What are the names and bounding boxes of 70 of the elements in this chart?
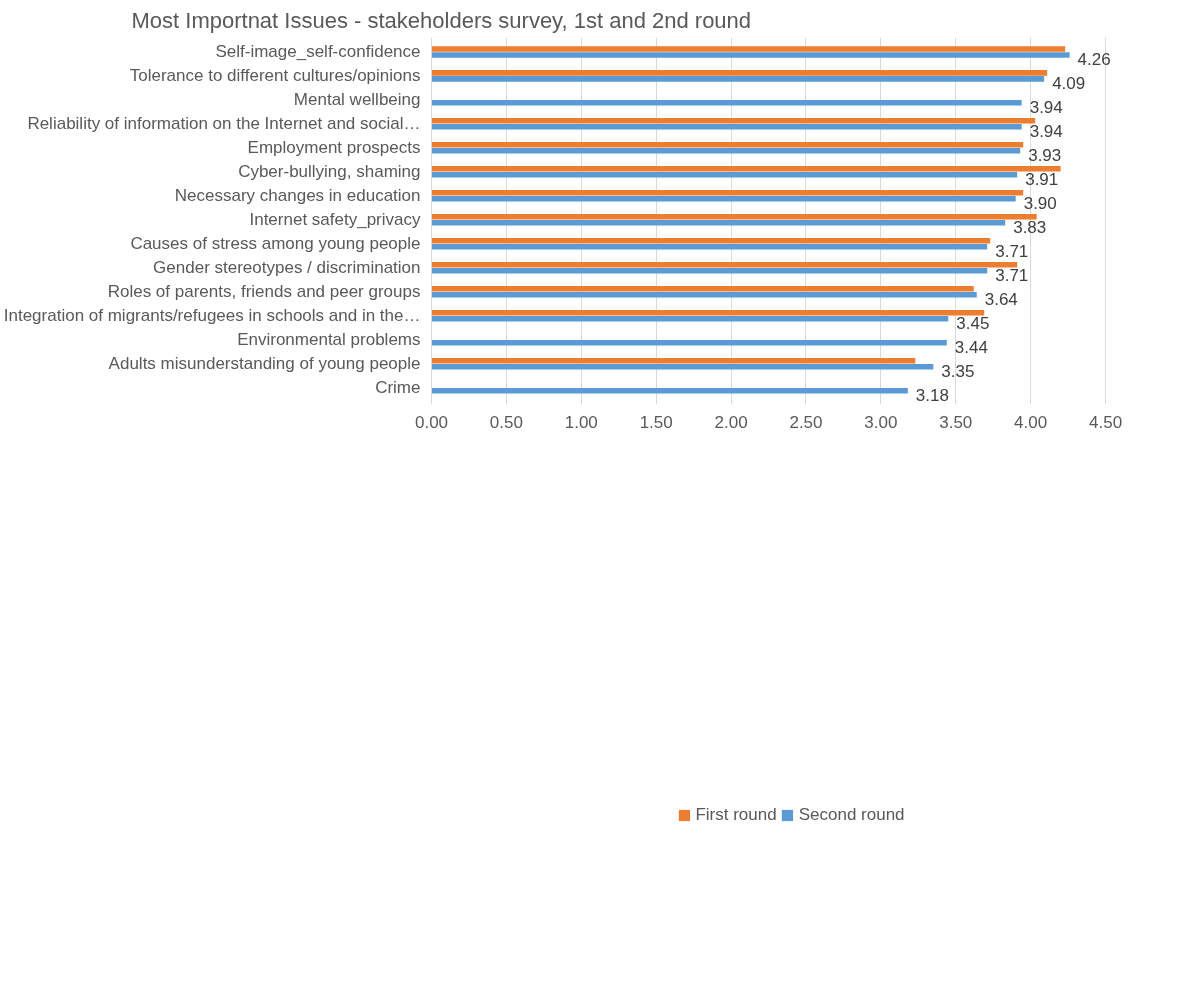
y-tick-label: Mental wellbeing <box>293 90 421 110</box>
data-label: 3.71 <box>995 241 1029 261</box>
bar <box>431 166 1061 172</box>
legend-label: Second round <box>798 805 905 825</box>
data-label: 3.93 <box>1028 145 1062 165</box>
y-tick-label: Gender stereotypes / discrimination <box>153 258 421 278</box>
bar <box>431 142 1024 148</box>
y-tick-label: Roles of parents, friends and peer groups <box>107 282 421 302</box>
data-label: 3.83 <box>1013 217 1047 237</box>
y-tick-label: Crime <box>375 378 421 398</box>
bar <box>431 70 1048 76</box>
y-tick-label: Self-image_self-confidence <box>215 42 421 62</box>
bar <box>431 262 1018 268</box>
bar <box>431 220 1006 226</box>
bar <box>431 196 1016 202</box>
data-label: 3.18 <box>915 385 949 405</box>
bar <box>431 357 916 364</box>
bar <box>431 363 934 370</box>
data-label: 4.26 <box>1077 49 1111 69</box>
y-tick-label: Integration of migrants/refugees in schools and in the… <box>3 306 421 326</box>
y-tick-label: Cyber-bullying, shaming <box>238 162 421 182</box>
bar <box>431 214 1037 220</box>
legend-label: First round <box>695 805 777 825</box>
chart-title: Most Importnat Issues - stakeholders survey, 1st and 2nd round <box>131 7 752 33</box>
x-tick-label: 1.00 <box>564 412 598 432</box>
x-tick-label: 3.50 <box>939 412 973 432</box>
data-label: 4.09 <box>1052 73 1086 93</box>
bar <box>431 309 985 316</box>
x-tick-label: 3.00 <box>864 412 898 432</box>
bar <box>431 148 1021 154</box>
bar <box>431 339 947 346</box>
bar <box>431 76 1045 82</box>
x-tick-label: 1.50 <box>639 412 673 432</box>
y-tick-label: Internet safety_privacy <box>249 210 421 230</box>
data-label: 3.35 <box>941 361 975 381</box>
data-label: 3.64 <box>984 289 1018 309</box>
data-label: 3.91 <box>1025 169 1059 189</box>
y-tick-label: Reliability of information on the Internet and social… <box>27 114 421 134</box>
x-tick-label: 2.00 <box>714 412 748 432</box>
y-tick-label: Tolerance to different cultures/opinions <box>129 66 421 86</box>
y-tick-label: Environmental problems <box>237 330 421 350</box>
bar <box>431 387 908 394</box>
data-label: 3.90 <box>1023 193 1057 213</box>
x-tick-label: 0.00 <box>414 412 449 432</box>
bar <box>431 244 988 250</box>
bar <box>431 268 988 274</box>
data-label: 3.94 <box>1029 121 1063 141</box>
x-tick-label: 2.50 <box>789 412 823 432</box>
bar <box>431 190 1024 196</box>
bar <box>431 100 1022 106</box>
bar <box>431 52 1070 58</box>
x-tick-label: 0.50 <box>489 412 523 432</box>
bar <box>431 46 1066 52</box>
y-tick-label: Employment prospects <box>247 138 421 158</box>
y-tick-label: Causes of stress among young people <box>130 234 421 254</box>
data-label: 3.94 <box>1029 97 1063 117</box>
bar <box>431 315 949 322</box>
data-label: 3.45 <box>956 313 990 333</box>
bar <box>431 118 1036 124</box>
x-tick-label: 4.50 <box>1089 412 1123 432</box>
bar <box>431 238 991 244</box>
bar <box>431 292 977 298</box>
data-label: 3.71 <box>995 265 1029 285</box>
x-tick-label: 4.00 <box>1014 412 1048 432</box>
bar <box>431 124 1022 130</box>
bar <box>431 286 974 292</box>
y-tick-label: Necessary changes in education <box>174 186 421 206</box>
y-tick-label: Adults misunderstanding of young people <box>108 354 421 374</box>
data-label: 3.44 <box>954 337 988 357</box>
bar <box>431 172 1018 178</box>
